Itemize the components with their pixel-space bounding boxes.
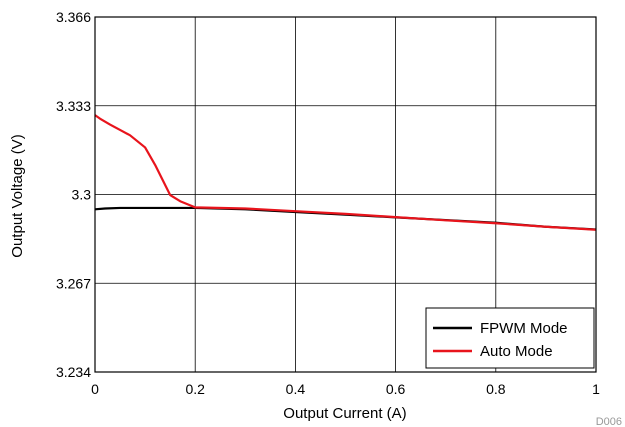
figure-id-label: D006: [596, 416, 622, 427]
x-tick-label: 1: [592, 381, 600, 397]
x-tick-label: 0.4: [286, 381, 306, 397]
y-tick-label: 3.366: [56, 9, 91, 25]
x-tick-label: 0: [91, 381, 99, 397]
x-tick-label: 0.6: [386, 381, 406, 397]
series-line-auto-mode: [94, 114, 597, 231]
y-tick-label: 3.333: [56, 98, 91, 114]
legend-box: [425, 307, 595, 369]
series-line-fpwm-mode: [94, 206, 597, 231]
x-tick-label: 0.8: [486, 381, 506, 397]
y-tick-labels: 3.234 3.267 3.3 3.333 3.366: [56, 9, 91, 380]
legend: FPWM Mode Auto Mode: [425, 307, 595, 369]
legend-label-fpwm-mode: FPWM Mode: [480, 320, 568, 337]
legend-label-auto-mode: Auto Mode: [480, 343, 553, 360]
y-tick-label: 3.267: [56, 275, 91, 291]
x-axis-title: Output Current (A): [283, 405, 406, 422]
x-tick-labels: 0 0.2 0.4 0.6 0.8 1: [91, 381, 600, 397]
x-tick-label: 0.2: [185, 381, 205, 397]
plot-frame: [94, 16, 597, 373]
y-tick-label: 3.234: [56, 364, 91, 380]
y-tick-label: 3.3: [72, 187, 92, 203]
y-axis-title: Output Voltage (V): [9, 134, 26, 257]
series-lines: [94, 114, 597, 231]
